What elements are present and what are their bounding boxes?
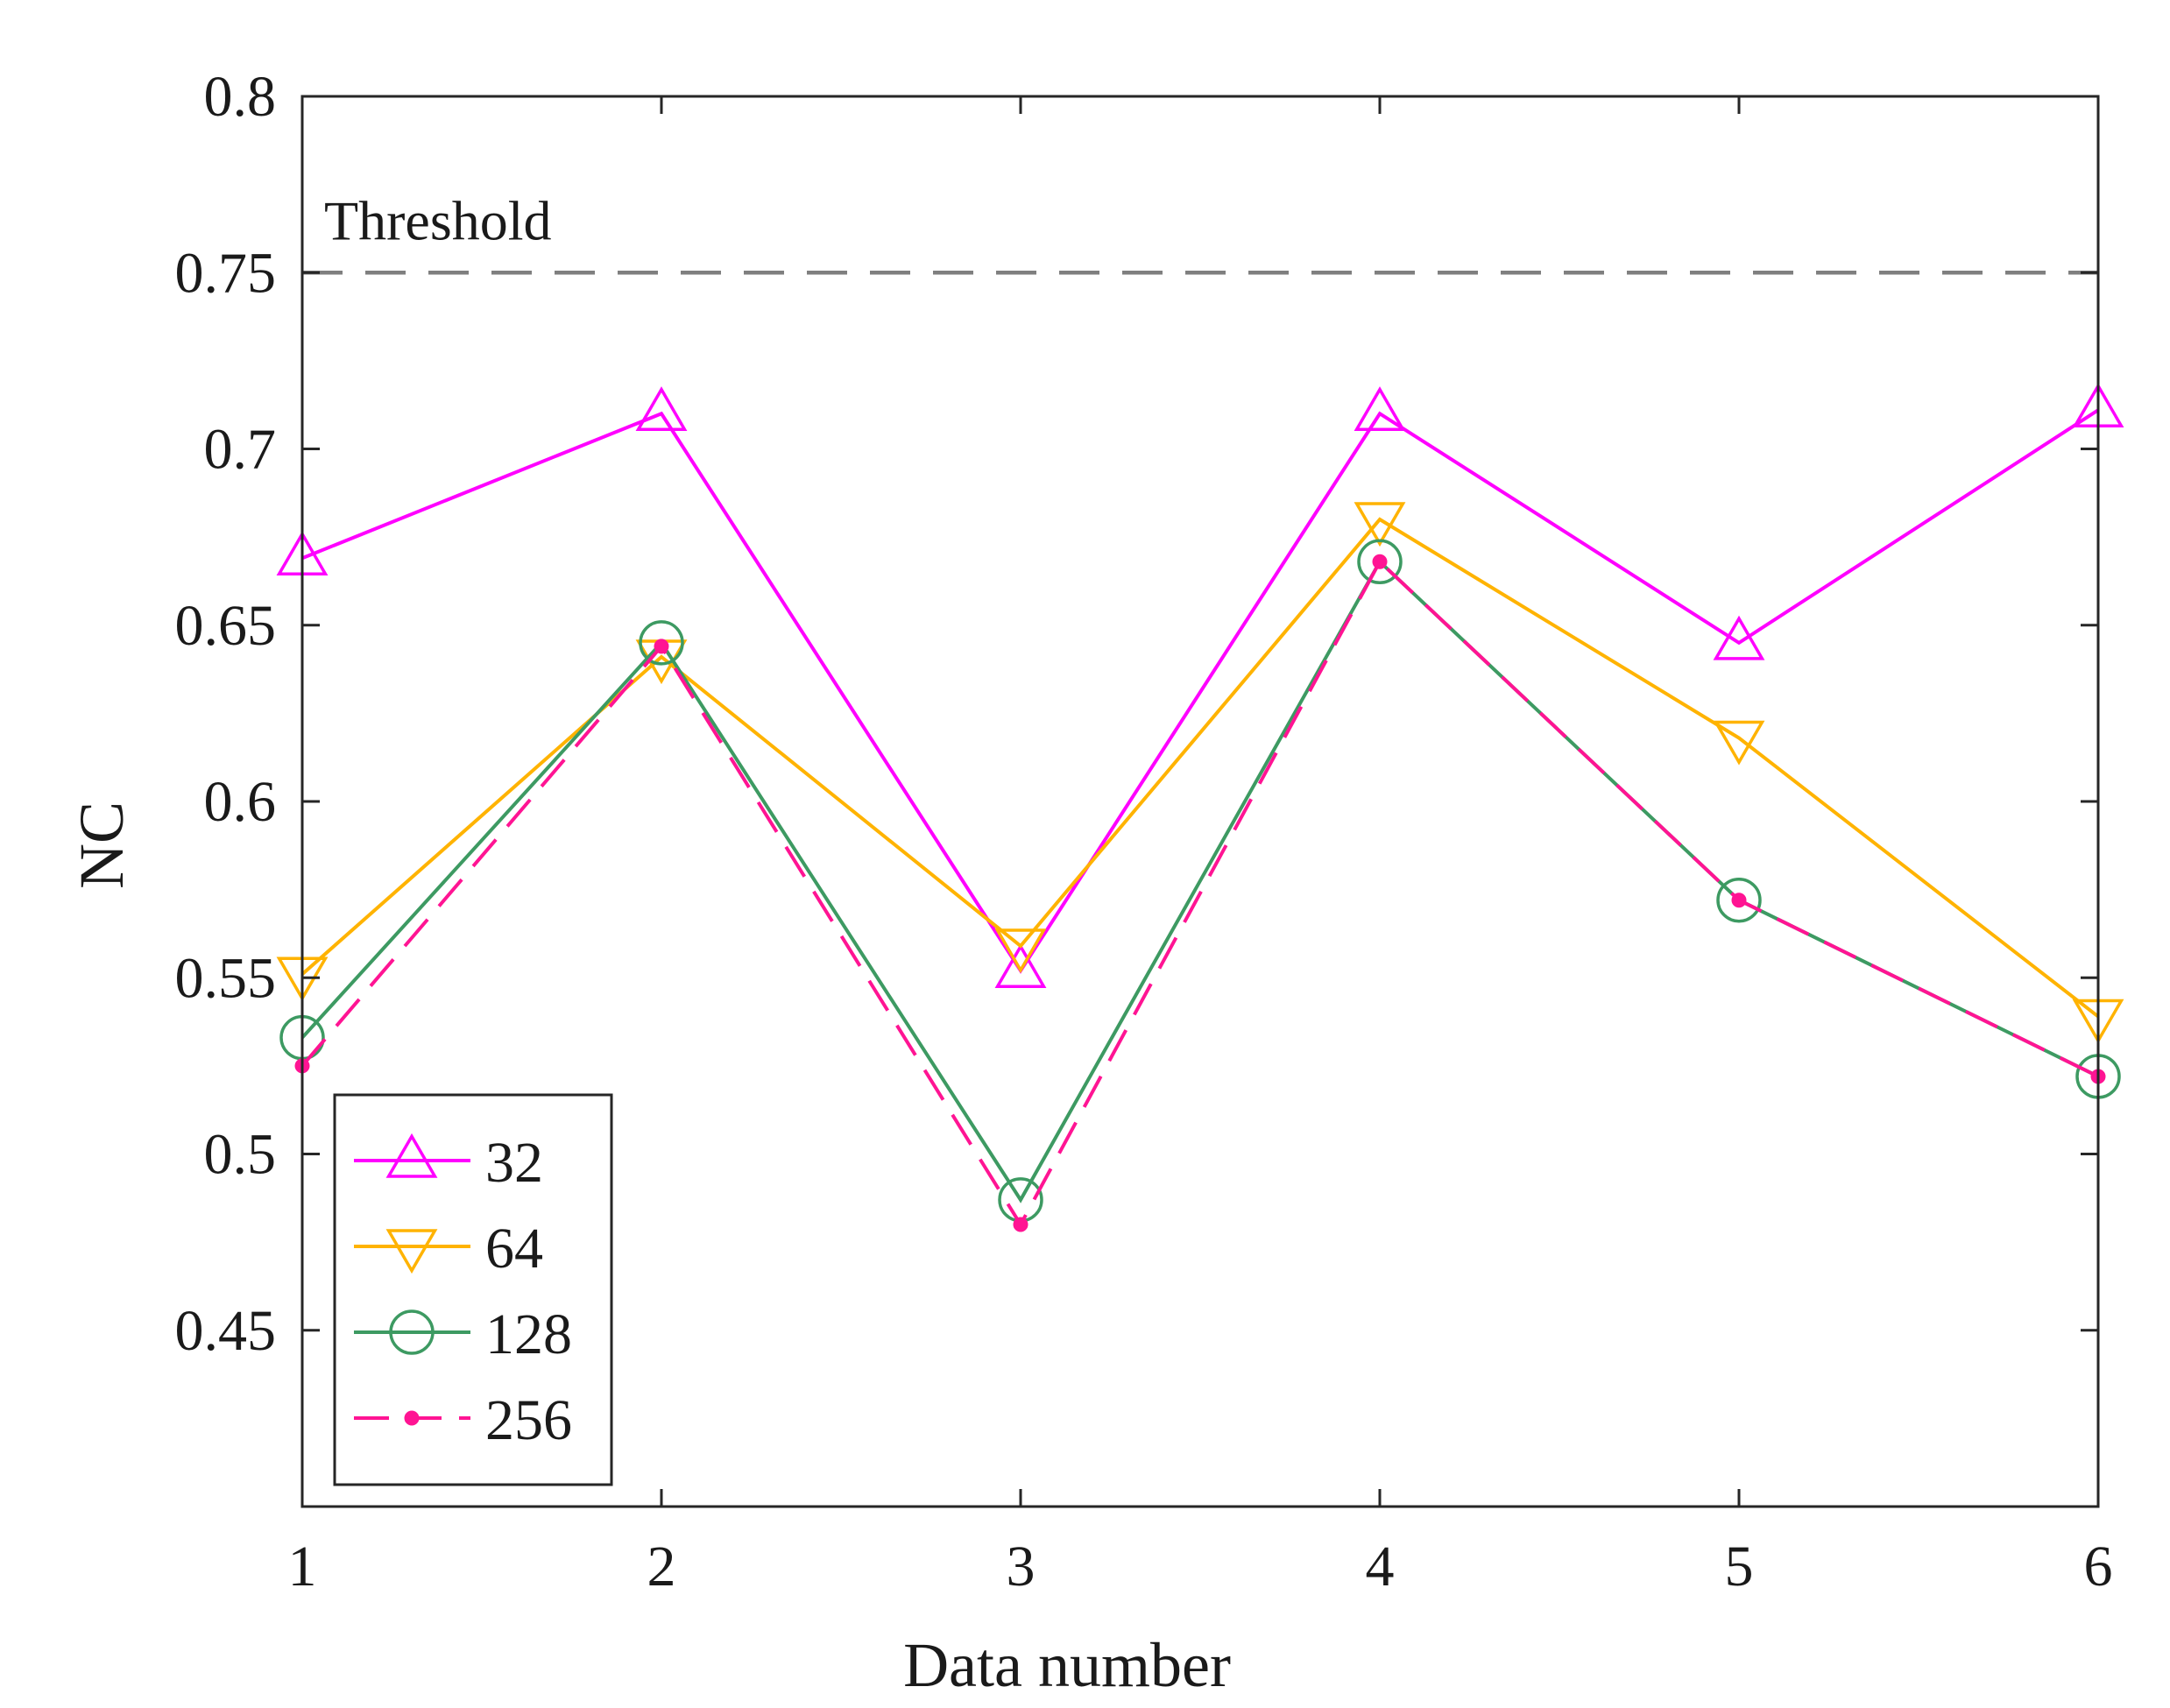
axes-layer: 0.45 0.5 0.55 0.6 0.65 0.7 0.75 0.8 1 2 3 4 5 6 <box>175 65 2113 1599</box>
data-point-256 <box>654 639 669 654</box>
y-tick-label: 0.7 <box>204 418 277 482</box>
series-layer <box>276 383 2124 1232</box>
y-tick-label: 0.65 <box>175 594 277 658</box>
y-tick-label: 0.75 <box>175 241 277 305</box>
data-point-32 <box>1354 386 1406 431</box>
legend-marker-256 <box>404 1410 420 1426</box>
y-tick-label: 0.6 <box>204 770 277 834</box>
data-point-256 <box>1013 1217 1028 1232</box>
x-tick-label: 1 <box>288 1535 317 1599</box>
x-tick-label: 4 <box>1366 1535 1395 1599</box>
legend-marker-64 <box>385 1229 438 1274</box>
y-tick-label: 0.5 <box>204 1123 277 1187</box>
legend-label-256: 256 <box>485 1388 572 1452</box>
series-line-32 <box>301 408 2100 974</box>
threshold-layer: Threshold <box>302 189 2098 275</box>
y-tick-label: 0.45 <box>175 1299 277 1363</box>
legend-marker-128 <box>389 1309 435 1355</box>
data-point-64 <box>1713 720 1765 766</box>
threshold-label: Threshold <box>324 189 552 251</box>
data-point-256 <box>1731 893 1747 908</box>
legend-label-32: 32 <box>485 1131 543 1195</box>
data-point-64 <box>994 928 1047 974</box>
y-tick-label: 0.55 <box>175 946 277 1010</box>
y-axis-title: NC <box>67 801 137 889</box>
data-point-64 <box>1354 502 1406 547</box>
data-point-128 <box>639 620 684 666</box>
x-tick-label: 3 <box>1007 1535 1036 1599</box>
legend-marker-32 <box>385 1133 438 1178</box>
data-point-32 <box>635 386 688 431</box>
data-point-32 <box>1713 615 1765 660</box>
legend-label-64: 64 <box>485 1217 543 1281</box>
x-axis-title: Data number <box>903 1630 1231 1700</box>
y-tick-label: 0.8 <box>204 65 277 129</box>
data-point-128 <box>1716 877 1762 923</box>
x-tick-label: 6 <box>2084 1535 2113 1599</box>
data-point-256 <box>1372 554 1388 569</box>
data-point-32 <box>994 943 1047 988</box>
legend: 32 64 128 256 <box>333 1093 613 1486</box>
legend-label-128: 128 <box>485 1302 572 1366</box>
data-point-128 <box>1357 539 1403 585</box>
x-tick-label: 5 <box>1725 1535 1754 1599</box>
x-tick-label: 2 <box>647 1535 676 1599</box>
series-line-256 <box>300 559 2099 1228</box>
